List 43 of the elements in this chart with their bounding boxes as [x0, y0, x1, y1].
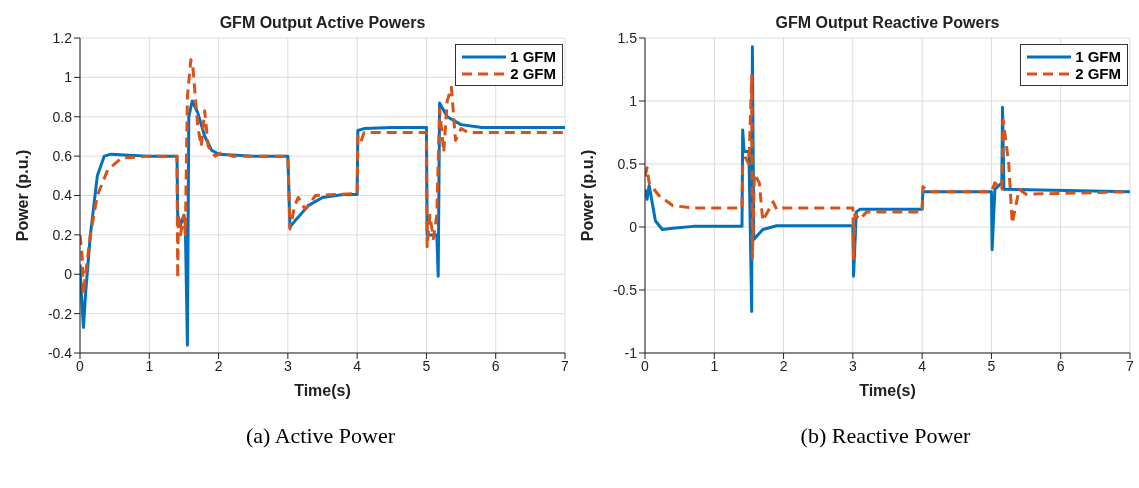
y-tick-label: 0.5 [617, 155, 638, 172]
x-tick-label: 5 [987, 357, 996, 374]
x-tick-label: 7 [561, 357, 570, 374]
y-tick-label: 0.4 [52, 187, 73, 204]
y-tick-label: 1 [64, 69, 73, 86]
x-tick-label: 3 [848, 357, 857, 374]
x-tick-label: 5 [422, 357, 431, 374]
x-tick-label: 0 [76, 357, 85, 374]
x-tick-label: 2 [214, 357, 223, 374]
x-tick-label: 0 [641, 357, 650, 374]
y-tick-label: 0 [64, 266, 73, 283]
x-tick-label: 6 [491, 357, 500, 374]
y-tick-label: 0 [629, 218, 638, 235]
y-tick-label: -0.2 [47, 305, 73, 322]
x-tick-label: 1 [710, 357, 719, 374]
x-tick-label: 1 [145, 357, 154, 374]
x-tick-label: 4 [918, 357, 927, 374]
text: (a) Active Power [244, 423, 397, 449]
x-axis-title: Time(s) [294, 382, 351, 399]
y-tick-label: 0.6 [52, 148, 73, 165]
legend-label: 2 GFM [510, 65, 556, 82]
y-axis-title: Power (p.u.) [13, 149, 31, 242]
x-tick-label: 2 [779, 357, 788, 374]
x-axis-title: Time(s) [859, 382, 916, 399]
y-tick-label: -0.4 [47, 344, 73, 361]
x-tick-label: 6 [1056, 357, 1065, 374]
text: (b) Reactive Power [799, 423, 972, 449]
legend-label: 1 GFM [510, 48, 556, 65]
y-axis-title: Power (p.u.) [578, 149, 596, 242]
y-tick-label: -1 [624, 344, 638, 361]
x-tick-label: 3 [283, 357, 292, 374]
y-tick-label: 1.2 [52, 29, 73, 46]
chart-title: GFM Output Reactive Powers [774, 14, 1001, 32]
chart-title: GFM Output Active Powers [218, 14, 427, 32]
y-tick-label: 0.8 [52, 108, 73, 125]
y-tick-label: 1 [629, 92, 638, 109]
y-tick-label: 0.2 [52, 226, 73, 243]
x-tick-label: 7 [1126, 357, 1135, 374]
legend-label: 1 GFM [1075, 48, 1121, 65]
y-tick-label: -0.5 [612, 281, 638, 298]
y-tick-label: 1.5 [617, 29, 638, 46]
x-tick-label: 4 [353, 357, 362, 374]
legend-label: 2 GFM [1075, 65, 1121, 82]
